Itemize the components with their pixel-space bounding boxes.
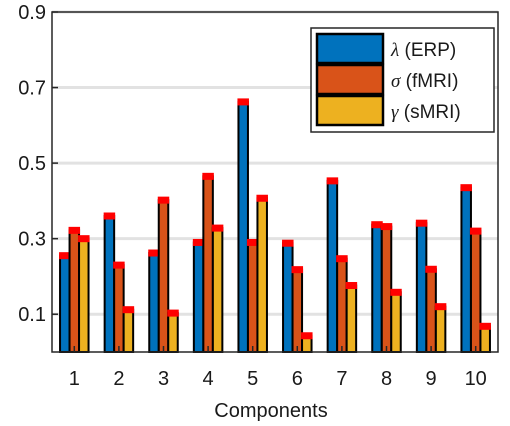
legend-entry: λ (ERP) <box>390 40 456 61</box>
x-tick-label: 8 <box>381 368 392 390</box>
bar <box>59 254 71 354</box>
bar <box>291 268 304 353</box>
y-tick-label: 0.3 <box>18 229 46 251</box>
bar <box>122 308 135 354</box>
value-marker <box>103 212 116 220</box>
legend-swatch <box>315 94 385 127</box>
value-marker <box>460 184 472 192</box>
bar <box>336 257 348 354</box>
legend-symbol: λ <box>390 40 399 61</box>
value-marker <box>415 219 428 227</box>
bar <box>479 325 491 353</box>
x-tick-label: 5 <box>247 368 258 390</box>
value-marker <box>371 221 383 229</box>
bar <box>113 264 125 353</box>
value-marker <box>469 227 482 235</box>
bar <box>326 179 339 353</box>
bar <box>256 197 268 353</box>
value-marker <box>157 196 170 204</box>
value-marker <box>148 249 160 257</box>
bar <box>78 237 90 354</box>
value-marker <box>202 172 214 180</box>
legend-entry: σ (fMRI) <box>391 71 458 92</box>
value-marker <box>78 235 90 243</box>
bar <box>434 305 447 353</box>
bar <box>68 229 81 354</box>
value-marker <box>380 223 393 231</box>
value-marker <box>479 322 491 330</box>
bar <box>167 312 179 354</box>
x-tick-label: 7 <box>336 368 347 390</box>
legend-swatch <box>315 32 385 65</box>
value-marker <box>246 238 259 246</box>
value-marker <box>113 261 125 269</box>
bar <box>425 268 437 353</box>
bar <box>103 215 116 353</box>
x-tick-label: 10 <box>465 368 487 390</box>
value-marker <box>326 177 339 185</box>
bar <box>192 241 205 353</box>
x-tick-label: 4 <box>203 368 214 390</box>
value-marker <box>345 282 358 290</box>
bar <box>390 291 402 353</box>
x-tick-label: 6 <box>292 368 303 390</box>
value-marker <box>434 303 447 311</box>
bar <box>246 241 259 353</box>
bar <box>371 223 383 353</box>
value-marker <box>291 266 304 274</box>
bar <box>148 252 160 353</box>
bar <box>460 186 472 353</box>
value-marker <box>167 309 179 317</box>
x-tick-label: 3 <box>158 368 169 390</box>
bar <box>469 230 482 353</box>
legend-symbol: γ <box>391 102 399 123</box>
y-tick-label: 0.1 <box>18 304 46 326</box>
value-marker <box>192 238 205 246</box>
legend-label: (ERP) <box>399 40 456 61</box>
bars <box>59 98 491 354</box>
legend: λ (ERP)σ (fMRI)γ (sMRI) <box>310 27 495 133</box>
value-marker <box>237 98 249 106</box>
value-marker <box>211 224 224 232</box>
value-marker <box>122 306 135 314</box>
bar <box>345 284 358 353</box>
value-marker <box>301 332 313 340</box>
bar <box>237 100 249 353</box>
value-marker <box>336 255 348 263</box>
value-marker <box>256 194 268 202</box>
x-tick-label: 9 <box>426 368 437 390</box>
x-tick-label: 1 <box>69 368 80 390</box>
y-tick-label: 0.9 <box>18 2 46 24</box>
value-marker <box>59 252 71 260</box>
legend-entry: γ (sMRI) <box>391 102 461 123</box>
legend-label: (sMRI) <box>399 102 461 123</box>
axes: 0.1 0.3 0.5 0.7 0.9 1 2 3 4 5 6 7 8 9 10 <box>18 2 499 390</box>
bar <box>380 225 393 353</box>
legend-symbol: σ <box>391 71 401 92</box>
bar <box>202 175 214 353</box>
value-marker <box>390 288 402 296</box>
value-marker <box>282 239 294 247</box>
bar <box>415 222 428 353</box>
bar <box>157 199 170 353</box>
value-marker <box>425 265 437 273</box>
x-axis-label: Components <box>214 400 327 422</box>
bar <box>211 227 224 353</box>
bar <box>282 242 294 353</box>
y-tick-label: 0.7 <box>18 78 46 100</box>
y-tick-label: 0.5 <box>18 153 46 175</box>
x-tick-label: 2 <box>113 368 124 390</box>
legend-label: (fMRI) <box>400 71 458 92</box>
axes-box <box>51 11 499 353</box>
legend-swatch <box>315 63 385 96</box>
value-marker <box>68 226 81 234</box>
